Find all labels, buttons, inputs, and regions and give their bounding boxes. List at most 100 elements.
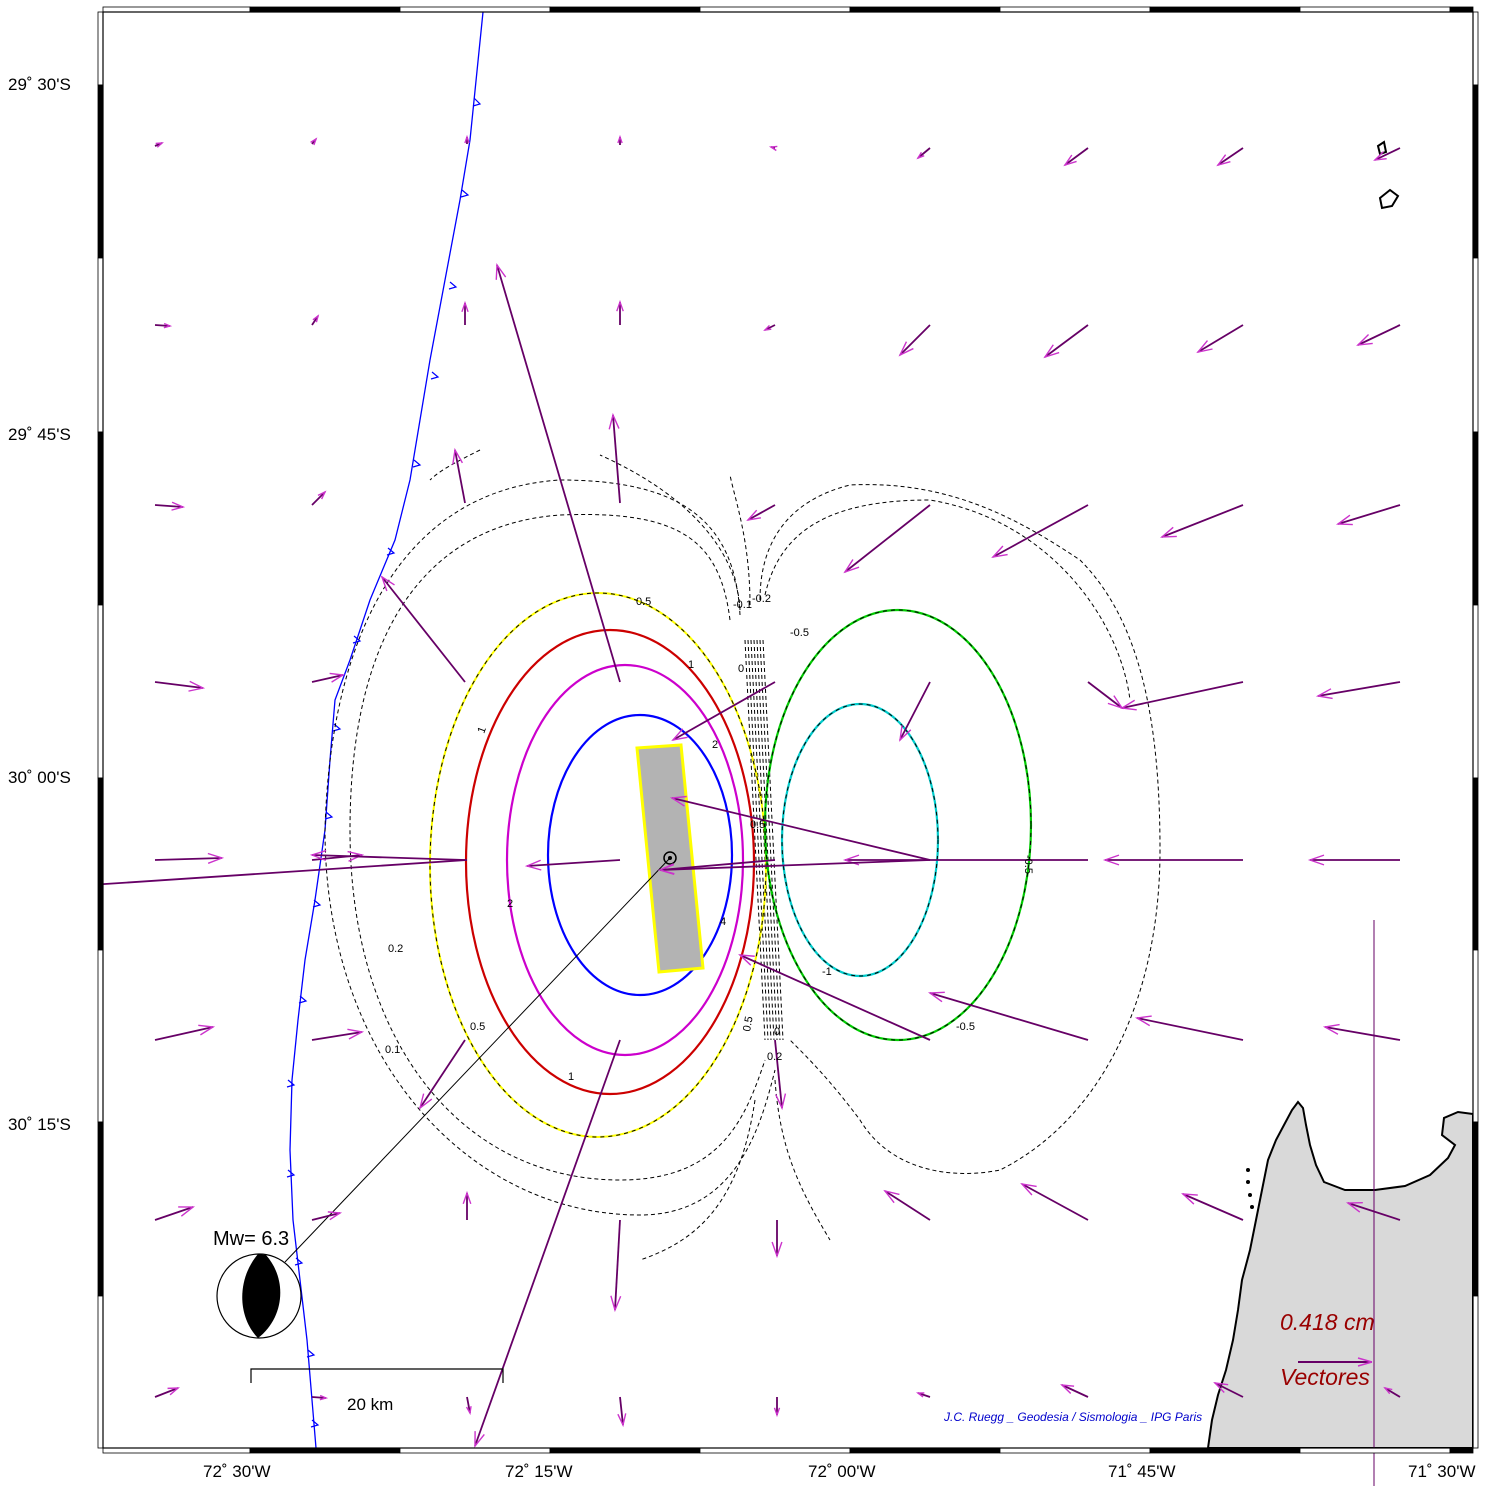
frame-tick	[97, 949, 104, 1123]
vector-arrowhead	[763, 324, 772, 331]
vector-arrowhead	[671, 728, 688, 742]
vector-arrowhead	[1196, 340, 1213, 354]
vector-arrowhead	[768, 145, 778, 152]
frame-tick	[849, 1447, 1001, 1454]
vector-arrowhead	[171, 501, 186, 511]
displacement-vector	[899, 324, 931, 356]
displacement-vector	[311, 1031, 363, 1041]
displacement-vector	[311, 854, 466, 861]
displacement-vector	[1374, 147, 1401, 161]
displacement-vectors	[60, 134, 1401, 1448]
frame-tick	[1299, 6, 1451, 13]
vector-arrowhead	[915, 1392, 925, 1398]
vector-arrowhead	[1373, 151, 1387, 161]
vector-arrowhead	[1322, 1023, 1340, 1035]
credit-text: J.C. Ruegg _ Geodesia / Sismologia _ IPG…	[943, 1410, 1202, 1424]
vector-arrowhead	[1181, 1193, 1198, 1205]
frame-tick	[549, 6, 701, 13]
epicenter	[663, 851, 677, 865]
vector-arrowhead	[309, 849, 327, 862]
vector-arrowhead	[991, 545, 1008, 559]
displacement-vector	[1021, 1183, 1089, 1221]
vector-arrowhead	[167, 1387, 180, 1396]
displacement-vector	[474, 1039, 621, 1447]
frame-tick	[249, 1447, 401, 1454]
vector-arrowhead	[610, 1295, 622, 1313]
lat-label-30-00: 30˚ 00'S	[8, 768, 71, 787]
vector-arrowhead	[1356, 334, 1373, 346]
vector-arrowhead	[465, 1406, 472, 1416]
contour-label-0-5: 0.5	[636, 596, 651, 608]
displacement-vector	[747, 504, 776, 521]
displacement-vector	[992, 504, 1089, 558]
map-area	[103, 12, 1473, 1448]
contour-label-0: 0	[774, 1026, 780, 1038]
vector-arrowhead	[327, 1211, 343, 1221]
frame-tick	[999, 1447, 1151, 1454]
vector-arrowhead	[898, 341, 914, 357]
displacement-vector	[311, 491, 326, 506]
vector-arrowhead	[883, 1189, 900, 1204]
displacement-vector	[311, 674, 344, 683]
vector-scale-value: 0.418 cm	[1280, 1309, 1375, 1335]
vector-arrowhead	[462, 1190, 472, 1205]
vector-arrowhead	[738, 954, 755, 966]
displacement-vector	[1214, 1382, 1244, 1398]
frame-tick	[97, 11, 104, 86]
vector-arrowhead	[310, 137, 318, 146]
contour-label-0-2: 0.2	[388, 943, 403, 955]
vector-arrowhead	[1134, 1015, 1152, 1027]
frame-tick	[1472, 257, 1479, 433]
displacement-vector	[154, 681, 204, 689]
vector-arrowhead	[380, 575, 395, 592]
displacement-vector	[1217, 147, 1244, 166]
frame-tick	[97, 1121, 104, 1297]
displacement-vector	[1197, 324, 1244, 353]
lat-label-29-30: 29˚ 30'S	[8, 75, 71, 94]
beachball: Mw= 6.3	[213, 1228, 302, 1339]
vector-arrowhead	[669, 795, 687, 807]
vector-arrowhead	[418, 1093, 433, 1110]
vector-arrowhead	[608, 412, 620, 430]
vector-arrowhead	[312, 314, 320, 323]
vector-arrowhead	[916, 151, 925, 160]
vector-arrowhead	[60, 881, 74, 891]
displacement-vector	[1324, 1026, 1401, 1041]
frame-tick	[1472, 11, 1479, 86]
vector-arrowhead	[1043, 344, 1060, 359]
frame-tick	[699, 1447, 851, 1454]
contour-label-1: 1	[568, 1071, 574, 1083]
frame-tick	[249, 6, 401, 13]
displacement-vector	[884, 1190, 931, 1221]
vector-legend-label: Vectores	[1280, 1364, 1370, 1390]
vector-arrowhead	[155, 142, 164, 148]
magnitude-label: Mw= 6.3	[213, 1228, 289, 1250]
displacement-vector	[1136, 1017, 1244, 1041]
vector-arrowhead	[329, 672, 346, 683]
contour-label-2: 2	[507, 898, 513, 910]
displacement-vector	[311, 1396, 327, 1399]
displacement-vector	[672, 681, 776, 741]
contour-label-0-5: 0.5	[741, 1015, 755, 1032]
beachball-connector	[284, 857, 671, 1263]
frame-tick	[1149, 1447, 1301, 1454]
frame-tick	[849, 6, 1001, 13]
contour-label-0-2: 0.2	[767, 1051, 782, 1063]
vector-arrowhead	[464, 134, 470, 144]
displacement-vector	[659, 859, 931, 871]
displacement-vector	[419, 1039, 466, 1109]
contour-label-m0-5: -0.5	[1022, 855, 1034, 874]
frame-tick	[97, 257, 104, 433]
contour-label-1: 1	[476, 725, 489, 735]
frame-tick	[1149, 6, 1301, 13]
displacement-vector	[311, 1212, 341, 1221]
vector-arrowhead	[843, 559, 860, 574]
displacement-vector	[1357, 324, 1401, 346]
frame-tick	[1472, 84, 1479, 259]
displacement-vector	[899, 681, 931, 741]
frame-tick	[1472, 431, 1479, 606]
displacement-vector	[1384, 1387, 1401, 1398]
displacement-vector	[739, 954, 931, 1041]
vector-arrowhead	[657, 863, 675, 875]
vector-arrowhead	[1160, 526, 1177, 538]
